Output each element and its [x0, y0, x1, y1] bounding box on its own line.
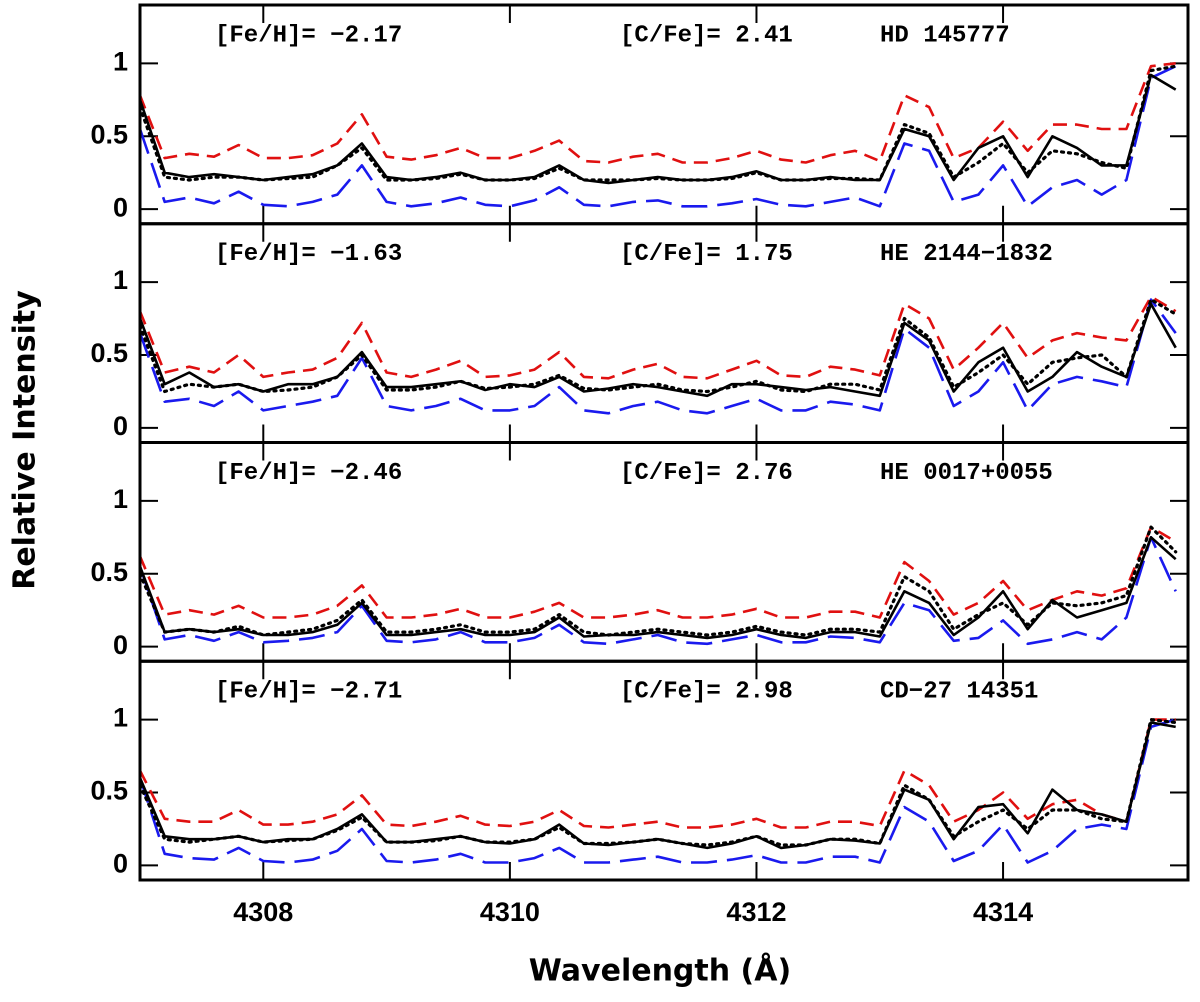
x-tick-label: 4310 [480, 897, 540, 927]
spectrum-line [140, 525, 1178, 637]
y-tick-label: 0 [113, 849, 128, 879]
y-tick-label: 1 [113, 46, 128, 76]
y-tick-label: 0 [113, 630, 128, 660]
annotation: [C/Fe]= 1.75 [620, 241, 793, 268]
annotation: [C/Fe]= 2.98 [620, 679, 793, 706]
spectrum-line [140, 302, 1177, 398]
annotation: [Fe/H]= −2.17 [215, 22, 402, 49]
spectrum-line [140, 298, 1178, 394]
y-tick-label: 1 [113, 703, 128, 733]
y-tick-label: 1 [113, 484, 128, 514]
spectrum-line [140, 536, 1177, 646]
y-tick-label: 1 [113, 265, 128, 295]
y-tick-label: 0.5 [90, 119, 128, 149]
spectrum-line [140, 525, 1177, 619]
annotation: HE 0017+0055 [880, 460, 1053, 487]
spectrum-line [140, 718, 1176, 829]
spectrum-line [140, 536, 1177, 640]
annotation: HD 145777 [880, 22, 1010, 49]
y-tick-label: 0 [113, 411, 128, 441]
spectrum-line [140, 721, 1176, 850]
panel: 0 0.5 1 [Fe/H]= −1.63 [C/Fe]= 1.75 HE 2144−18… [90, 222, 1190, 444]
spectrum-line [140, 718, 1177, 864]
x-tick-label: 4312 [726, 897, 786, 927]
panel: 0 0.5 1 4308 4310 4312 4314 [Fe/H]= −2.71 [C/Fe]… [90, 659, 1190, 927]
panel-frame [138, 659, 1190, 882]
spectrum-line [140, 298, 1177, 415]
annotation: [C/Fe]= 2.76 [620, 460, 793, 487]
annotation: [Fe/H]= −1.63 [215, 241, 402, 268]
spectrum-line [140, 73, 1177, 185]
panel: 0 0.5 1 [Fe/H]= −2.17 [C/Fe]= 2.41 HD 145777 [90, 3, 1190, 226]
annotation: [C/Fe]= 2.41 [620, 22, 793, 49]
annotation: CD−27 14351 [880, 679, 1038, 706]
annotation: HE 2144−1832 [880, 241, 1053, 268]
y-tick-label: 0.5 [90, 338, 128, 368]
annotation: [Fe/H]= −2.46 [215, 460, 402, 487]
x-tick-label: 4308 [233, 897, 293, 927]
x-axis-label: Wavelength (Å) [529, 952, 791, 989]
spectrum-line [140, 62, 1176, 164]
x-tick-label: 4314 [973, 897, 1033, 927]
annotation: [Fe/H]= −2.71 [215, 679, 402, 706]
y-axis-label: Relative Intensity [8, 290, 43, 590]
spectrum-line [140, 65, 1177, 208]
y-tick-label: 0.5 [90, 557, 128, 587]
y-tick-label: 0.5 [90, 776, 128, 806]
panel: 0 0.5 1 [Fe/H]= −2.46 [C/Fe]= 2.76 HE 0017+00… [90, 441, 1190, 663]
spectrum-line [140, 64, 1178, 182]
y-tick-label: 0 [113, 192, 128, 222]
spectrum-line [140, 295, 1177, 380]
